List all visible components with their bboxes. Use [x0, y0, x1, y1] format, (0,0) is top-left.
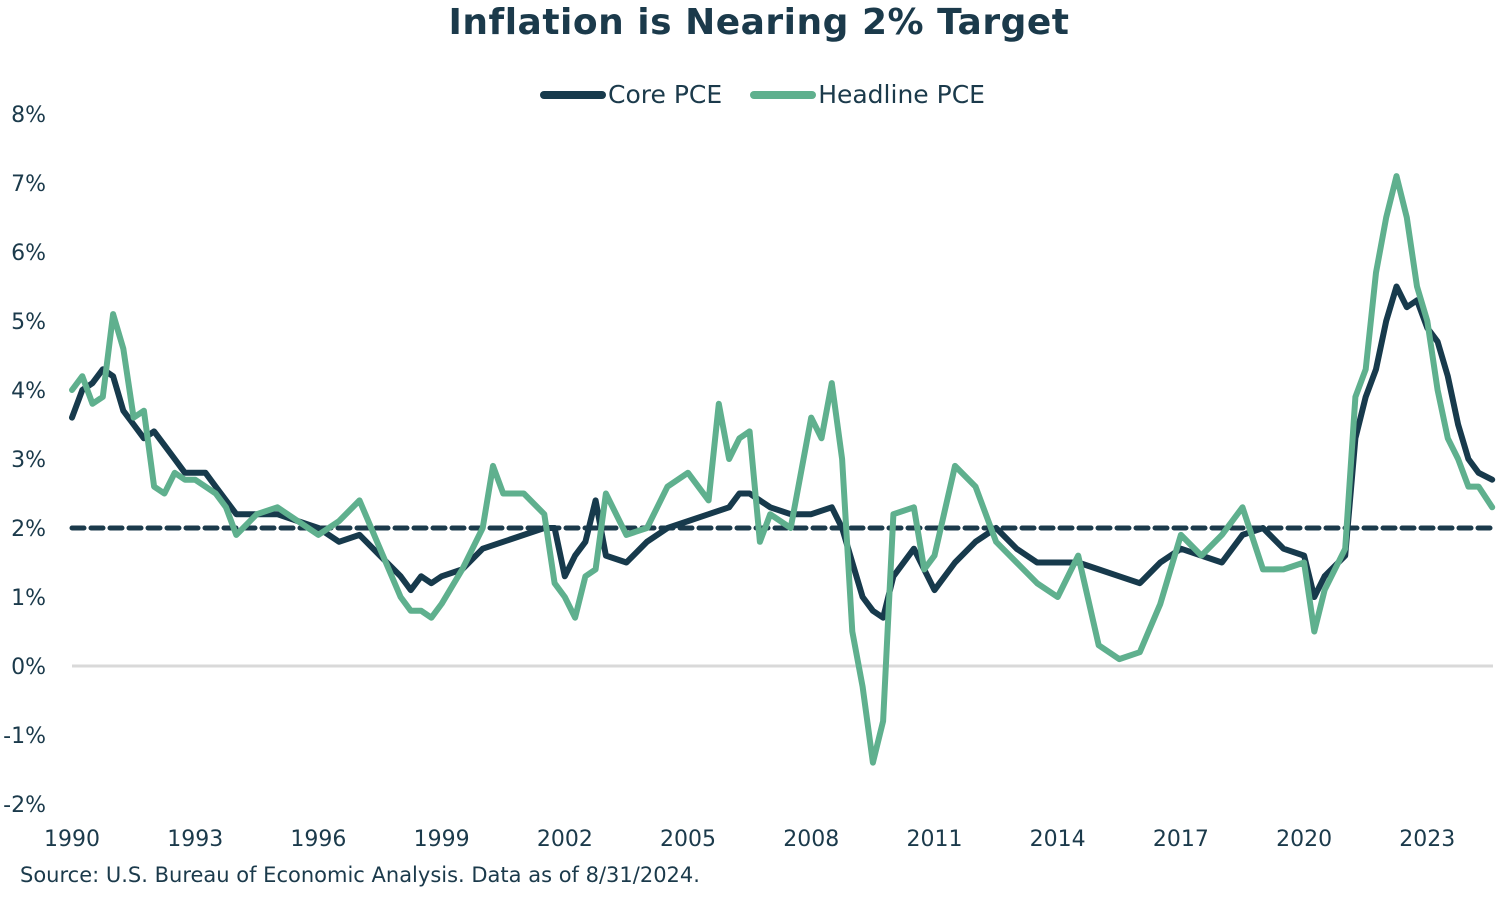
y-tick-label: 4%	[11, 379, 46, 404]
series-layer	[69, 173, 1496, 766]
y-axis: 8% 7% 6% 5% 4% 3% 2% 1% 0% -1% -2%	[3, 103, 46, 818]
legend-swatch-core-pce	[540, 90, 607, 99]
x-tick-label: 2014	[1030, 827, 1086, 852]
y-tick-label: 2%	[11, 517, 46, 542]
y-tick-label: 6%	[11, 241, 46, 266]
legend-label-headline-pce: Headline PCE	[818, 80, 985, 109]
legend-item-headline-pce: Headline PCE	[750, 80, 985, 109]
x-tick-label: 2017	[1153, 827, 1209, 852]
source-note: Source: U.S. Bureau of Economic Analysis…	[20, 863, 700, 887]
y-tick-label: 3%	[11, 448, 46, 473]
x-axis: 1990 1993 1996 1999 2002 2005 2008 2011 2014 2017…	[44, 827, 1455, 852]
series-line-core-pce	[69, 283, 1496, 621]
x-tick-label: 1990	[44, 827, 100, 852]
y-tick-label: 0%	[11, 655, 46, 680]
x-tick-label: 2005	[660, 827, 716, 852]
legend-item-core-pce: Core PCE	[540, 80, 722, 109]
series-line-headline-pce	[69, 173, 1496, 766]
legend: Core PCE Headline PCE	[0, 80, 1510, 109]
legend-swatch-headline-pce	[750, 90, 817, 99]
y-tick-label: 5%	[11, 310, 46, 335]
x-tick-label: 1999	[414, 827, 470, 852]
y-tick-label: -2%	[3, 793, 46, 818]
y-tick-label: 7%	[11, 172, 46, 197]
x-tick-label: 2011	[906, 827, 962, 852]
x-tick-label: 2023	[1399, 827, 1455, 852]
chart-title: Inflation is Nearing 2% Target	[448, 2, 1070, 43]
y-tick-label: -1%	[3, 724, 46, 749]
x-tick-label: 1996	[290, 827, 346, 852]
x-tick-label: 2008	[783, 827, 839, 852]
x-tick-label: 2002	[537, 827, 593, 852]
y-tick-label: 8%	[11, 103, 46, 128]
legend-label-core-pce: Core PCE	[608, 80, 723, 109]
y-tick-label: 1%	[11, 586, 46, 611]
x-tick-label: 2020	[1276, 827, 1332, 852]
x-tick-label: 1993	[167, 827, 223, 852]
